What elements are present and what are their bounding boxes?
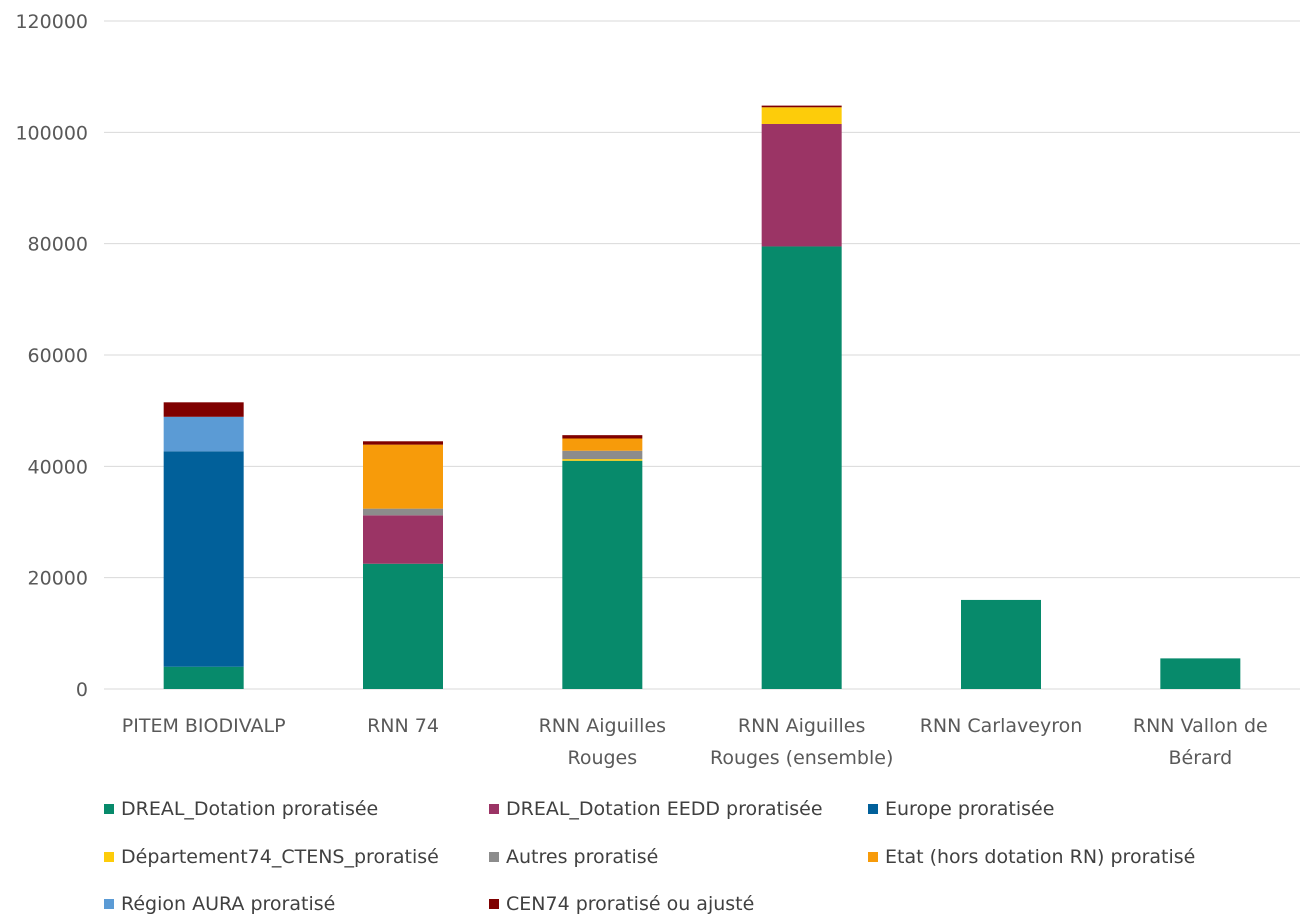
bar-segment — [163, 416, 244, 452]
bar-segment — [363, 441, 443, 445]
bar-segment — [562, 450, 643, 460]
y-tick-label: 60000 — [28, 345, 88, 367]
x-tick-label: PITEM BIODIVALP — [122, 715, 286, 737]
bar-segment — [961, 599, 1041, 689]
y-tick-label: 120000 — [15, 11, 88, 33]
bar-segment — [363, 563, 443, 689]
bar-segment — [163, 451, 244, 667]
x-tick-label: Rouges — [567, 747, 637, 769]
x-tick-label: RNN Carlaveyron — [920, 715, 1083, 737]
y-tick-label: 40000 — [28, 456, 88, 478]
bar-segment — [761, 107, 842, 124]
y-tick-label: 80000 — [28, 234, 88, 256]
bar-segment — [761, 123, 842, 247]
x-tick-label: RNN Vallon de — [1133, 715, 1268, 737]
bar-segment — [761, 246, 842, 689]
bar-segment — [163, 402, 244, 417]
y-axis: 0 20000 40000 60000 80000 100000 120000 — [15, 11, 88, 701]
x-tick-label: RNN Aiguilles — [738, 715, 865, 737]
gridlines — [104, 20, 1300, 690]
bar-segment — [562, 435, 643, 439]
bar-segment — [562, 438, 643, 451]
bar-segment — [1160, 658, 1241, 689]
bar-segment — [761, 105, 842, 108]
x-tick-label: Rouges (ensemble) — [710, 747, 893, 769]
x-tick-label: RNN 74 — [367, 715, 439, 737]
bars — [163, 105, 1241, 689]
bar-segment — [562, 459, 643, 461]
bar-segment — [363, 444, 443, 509]
y-tick-label: 20000 — [28, 568, 88, 590]
y-tick-label: 100000 — [15, 122, 88, 144]
y-tick-label: 0 — [76, 679, 88, 701]
bar-segment — [163, 666, 244, 689]
x-tick-label: RNN Aiguilles — [539, 715, 666, 737]
bar-segment — [562, 460, 643, 689]
bar-segment — [363, 515, 443, 564]
x-tick-label: Bérard — [1168, 747, 1232, 769]
bar-segment — [363, 508, 443, 516]
x-axis: PITEM BIODIVALP RNN 74 RNN Aiguilles Rouges… — [122, 715, 1268, 769]
